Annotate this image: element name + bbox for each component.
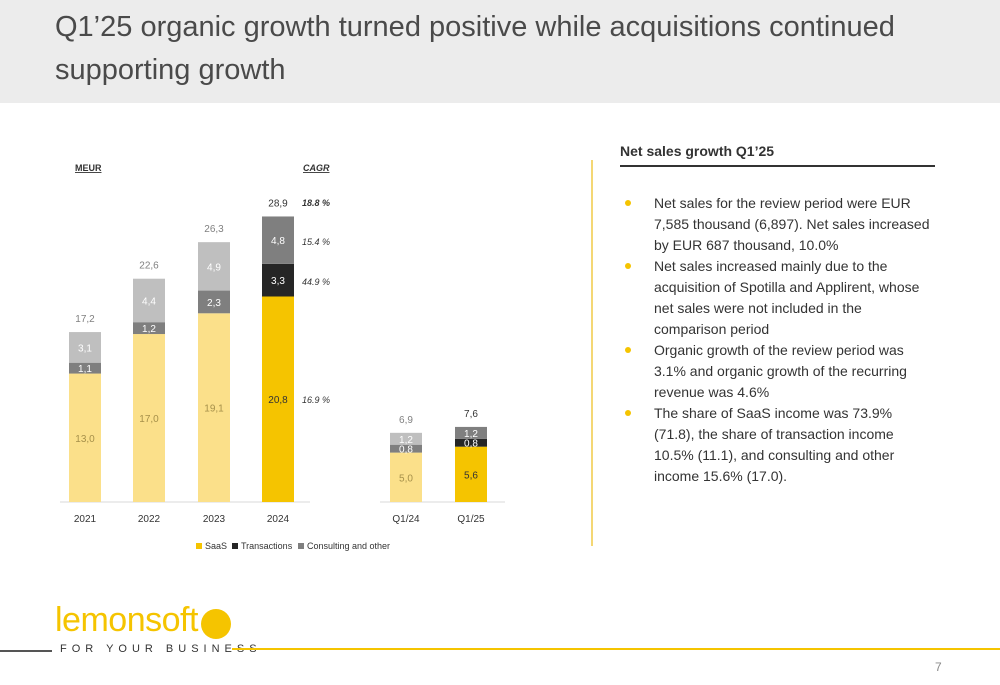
bar-segment: [455, 446, 487, 502]
divider-line: [591, 160, 593, 546]
bar-segment: [262, 296, 294, 502]
cagr-consulting-label: 15.4 %: [302, 237, 330, 247]
bullet-item: Organic growth of the review period was …: [620, 340, 935, 403]
total-label: 6,9: [399, 415, 413, 426]
bar-segment: [198, 313, 230, 502]
bar-segment: [390, 444, 422, 453]
legend-label: SaaS: [205, 541, 227, 551]
bar-segment: [390, 432, 422, 445]
footer-line-left: [0, 650, 52, 652]
net-sales-chart: 13,0 1,1 3,1 17,2 2021 17,0 1,2 4,4 22,6 2022 19,1…: [60, 163, 505, 551]
data-label: 19,1: [204, 404, 224, 415]
data-label: 4,9: [207, 262, 221, 273]
bullet-item: Net sales increased mainly due to the ac…: [620, 256, 935, 340]
bullet-dot-icon: [625, 200, 631, 206]
cagr-saas-label: 16.9 %: [302, 395, 330, 405]
cagr-header: CAGR: [303, 163, 330, 173]
legend-label: Transactions: [241, 541, 293, 551]
legend-swatch: [298, 543, 304, 549]
data-label: 4,4: [142, 296, 156, 307]
bar-segment: [262, 263, 294, 297]
net-sales-panel: Net sales growth Q1’25 Net sales for the…: [620, 143, 935, 487]
bar-segment: [69, 373, 101, 502]
bar-segment: [133, 322, 165, 335]
logo-wordmark: lemonsoft: [55, 601, 198, 639]
data-label: 17,0: [139, 414, 159, 425]
panel-title: Net sales growth Q1’25: [620, 143, 935, 167]
total-label: 22,6: [139, 261, 159, 272]
data-label: 1,1: [78, 364, 92, 375]
data-label: 3,1: [78, 343, 92, 354]
total-label: 17,2: [75, 314, 95, 325]
bar-segment: [133, 334, 165, 502]
data-label: 3,3: [271, 276, 285, 287]
bullet-dot-icon: [625, 347, 631, 353]
bar-segment: [69, 332, 101, 363]
bar-segment: [69, 362, 101, 374]
bullet-dot-icon: [625, 263, 631, 269]
legend-swatch: [196, 543, 202, 549]
data-label: 1,2: [142, 324, 156, 335]
x-tick-label: 2021: [74, 514, 97, 525]
bar-segment: [198, 290, 230, 314]
page-number: 7: [935, 660, 942, 674]
page-title: Q1’25 organic growth turned positive whi…: [55, 11, 895, 86]
bar-segment: [455, 438, 487, 447]
data-label: 5,6: [464, 470, 478, 481]
bar-segment: [455, 426, 487, 439]
cagr-total-label: 18.8 %: [302, 198, 330, 208]
header-band: [0, 0, 1000, 103]
logo-tagline: FOR YOUR BUSINESS: [60, 643, 262, 655]
footer-line-right: [232, 648, 1000, 650]
legend-swatch: [232, 543, 238, 549]
bar-segment: [133, 278, 165, 323]
bullet-list: Net sales for the review period were EUR…: [620, 193, 935, 487]
bullet-dot-icon: [625, 410, 631, 416]
data-label: 1,2: [399, 435, 413, 446]
data-label: 13,0: [75, 434, 95, 445]
legend-label: Consulting and other: [307, 541, 390, 551]
total-label: 28,9: [268, 198, 288, 209]
data-label: 0,8: [464, 439, 478, 450]
data-label: 1,2: [464, 429, 478, 440]
x-tick-label: Q1/24: [392, 514, 420, 525]
cagr-transactions-label: 44.9 %: [302, 277, 330, 287]
total-label: 7,6: [464, 409, 478, 420]
data-label: 0,8: [399, 445, 413, 456]
total-label: 26,3: [204, 224, 224, 235]
data-label: 5,0: [399, 473, 413, 484]
bar-segment: [390, 452, 422, 502]
x-tick-label: 2023: [203, 514, 226, 525]
bar-segment: [198, 242, 230, 291]
lemonsoft-logo: lemonsoft: [55, 600, 231, 642]
unit-label: MEUR: [75, 163, 102, 173]
bar-segment: [262, 216, 294, 264]
bullet-item: Net sales for the review period were EUR…: [620, 193, 935, 256]
bullet-item: The share of SaaS income was 73.9% (71.8…: [620, 403, 935, 487]
x-tick-label: Q1/25: [457, 514, 485, 525]
data-label: 20,8: [268, 395, 288, 406]
data-label: 4,8: [271, 236, 285, 247]
lemon-circle-icon: [200, 608, 231, 639]
x-tick-label: 2022: [138, 514, 161, 525]
x-tick-label: 2024: [267, 514, 290, 525]
data-label: 2,3: [207, 298, 221, 309]
